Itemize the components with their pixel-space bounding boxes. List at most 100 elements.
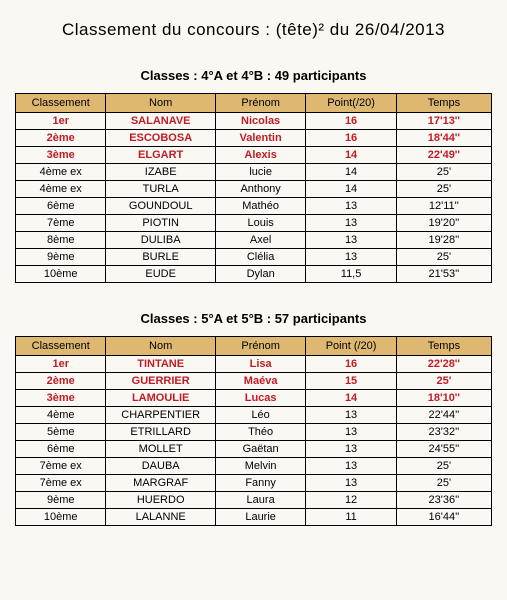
table-row: 10èmeEUDEDylan11,521'53'' bbox=[16, 266, 492, 283]
table-cell: ETRILLARD bbox=[106, 424, 215, 441]
ranking-table: ClassementNomPrénomPoint(/20)Temps1erSAL… bbox=[15, 93, 492, 283]
table-cell: 4ème bbox=[16, 407, 106, 424]
table-cell: 5ème bbox=[16, 424, 106, 441]
table-cell: Maéva bbox=[215, 373, 305, 390]
table-cell: 4ème ex bbox=[16, 164, 106, 181]
table-cell: 10ème bbox=[16, 509, 106, 526]
table-cell: 25' bbox=[396, 373, 491, 390]
table-cell: 13 bbox=[306, 198, 396, 215]
column-header: Temps bbox=[396, 337, 491, 356]
table-cell: 13 bbox=[306, 215, 396, 232]
table-cell: Léo bbox=[215, 407, 305, 424]
table-cell: 6ème bbox=[16, 441, 106, 458]
table-subtitle: Classes : 4°A et 4°B : 49 participants bbox=[15, 68, 492, 83]
table-row: 1erTINTANELisa1622'28'' bbox=[16, 356, 492, 373]
column-header: Temps bbox=[396, 94, 491, 113]
table-cell: 9ème bbox=[16, 249, 106, 266]
page-title: Classement du concours : (tête)² du 26/0… bbox=[15, 20, 492, 40]
table-row: 4ème exIZABElucie1425' bbox=[16, 164, 492, 181]
table-cell: 7ème ex bbox=[16, 458, 106, 475]
table-cell: IZABE bbox=[106, 164, 215, 181]
table-row: 6èmeGOUNDOULMathéo1312'11'' bbox=[16, 198, 492, 215]
table-cell: 22'49'' bbox=[396, 147, 491, 164]
table-cell: 2ème bbox=[16, 373, 106, 390]
table-cell: 14 bbox=[306, 147, 396, 164]
table-cell: GOUNDOUL bbox=[106, 198, 215, 215]
table-cell: CHARPENTIER bbox=[106, 407, 215, 424]
table-cell: 13 bbox=[306, 458, 396, 475]
column-header: Nom bbox=[106, 337, 215, 356]
table-cell: 18'10'' bbox=[396, 390, 491, 407]
table-cell: Mathéo bbox=[215, 198, 305, 215]
table-cell: lucie bbox=[215, 164, 305, 181]
table-cell: Laurie bbox=[215, 509, 305, 526]
table-row: 7ème exMARGRAFFanny1325' bbox=[16, 475, 492, 492]
table-cell: 11,5 bbox=[306, 266, 396, 283]
column-header: Prénom bbox=[215, 337, 305, 356]
table-cell: 13 bbox=[306, 232, 396, 249]
table-row: 7ème exDAUBAMelvin1325' bbox=[16, 458, 492, 475]
table-row: 5èmeETRILLARDThéo1323'32'' bbox=[16, 424, 492, 441]
table-cell: 19'20'' bbox=[396, 215, 491, 232]
table-row: 6èmeMOLLETGaëtan1324'55'' bbox=[16, 441, 492, 458]
table-cell: 2ème bbox=[16, 130, 106, 147]
table-cell: DULIBA bbox=[106, 232, 215, 249]
table-row: 4ème exTURLAAnthony1425' bbox=[16, 181, 492, 198]
table-cell: TURLA bbox=[106, 181, 215, 198]
table-cell: 11 bbox=[306, 509, 396, 526]
tables-container: Classes : 4°A et 4°B : 49 participants Cl… bbox=[15, 68, 492, 526]
table-cell: 7ème bbox=[16, 215, 106, 232]
table-cell: Valentin bbox=[215, 130, 305, 147]
table-row: 4èmeCHARPENTIERLéo1322'44'' bbox=[16, 407, 492, 424]
table-cell: 13 bbox=[306, 441, 396, 458]
table-cell: Lucas bbox=[215, 390, 305, 407]
table-cell: 12'11'' bbox=[396, 198, 491, 215]
table-row: 9èmeBURLEClélia1325' bbox=[16, 249, 492, 266]
table-cell: 13 bbox=[306, 424, 396, 441]
table-cell: 25' bbox=[396, 249, 491, 266]
table-row: 1erSALANAVENicolas1617'13'' bbox=[16, 113, 492, 130]
table-row: 9èmeHUERDOLaura1223'36'' bbox=[16, 492, 492, 509]
table-row: 10èmeLALANNELaurie1116'44'' bbox=[16, 509, 492, 526]
table-cell: 1er bbox=[16, 113, 106, 130]
table-cell: 1er bbox=[16, 356, 106, 373]
table-cell: 12 bbox=[306, 492, 396, 509]
table-cell: 16 bbox=[306, 356, 396, 373]
table-cell: 3ème bbox=[16, 390, 106, 407]
column-header: Classement bbox=[16, 337, 106, 356]
table-cell: 25' bbox=[396, 181, 491, 198]
table-cell: BURLE bbox=[106, 249, 215, 266]
table-cell: Lisa bbox=[215, 356, 305, 373]
table-cell: 6ème bbox=[16, 198, 106, 215]
table-cell: Clélia bbox=[215, 249, 305, 266]
table-cell: 8ème bbox=[16, 232, 106, 249]
table-row: 2èmeGUERRIERMaéva1525' bbox=[16, 373, 492, 390]
table-cell: DAUBA bbox=[106, 458, 215, 475]
table-cell: 23'36'' bbox=[396, 492, 491, 509]
table-cell: 14 bbox=[306, 390, 396, 407]
table-row: 8èmeDULIBAAxel1319'28'' bbox=[16, 232, 492, 249]
table-cell: MARGRAF bbox=[106, 475, 215, 492]
table-cell: EUDE bbox=[106, 266, 215, 283]
table-cell: 13 bbox=[306, 407, 396, 424]
table-cell: Anthony bbox=[215, 181, 305, 198]
table-row: 7èmePIOTINLouis1319'20'' bbox=[16, 215, 492, 232]
table-cell: 19'28'' bbox=[396, 232, 491, 249]
table-cell: PIOTIN bbox=[106, 215, 215, 232]
table-cell: 14 bbox=[306, 181, 396, 198]
column-header: Classement bbox=[16, 94, 106, 113]
table-cell: MOLLET bbox=[106, 441, 215, 458]
table-cell: 16 bbox=[306, 113, 396, 130]
table-cell: 25' bbox=[396, 164, 491, 181]
table-cell: 22'28'' bbox=[396, 356, 491, 373]
table-cell: Dylan bbox=[215, 266, 305, 283]
table-cell: Melvin bbox=[215, 458, 305, 475]
table-row: 2èmeESCOBOSAValentin1618'44'' bbox=[16, 130, 492, 147]
table-cell: HUERDO bbox=[106, 492, 215, 509]
table-cell: SALANAVE bbox=[106, 113, 215, 130]
table-cell: Nicolas bbox=[215, 113, 305, 130]
table-cell: 21'53'' bbox=[396, 266, 491, 283]
table-cell: 16 bbox=[306, 130, 396, 147]
table-cell: 7ème ex bbox=[16, 475, 106, 492]
column-header: Prénom bbox=[215, 94, 305, 113]
